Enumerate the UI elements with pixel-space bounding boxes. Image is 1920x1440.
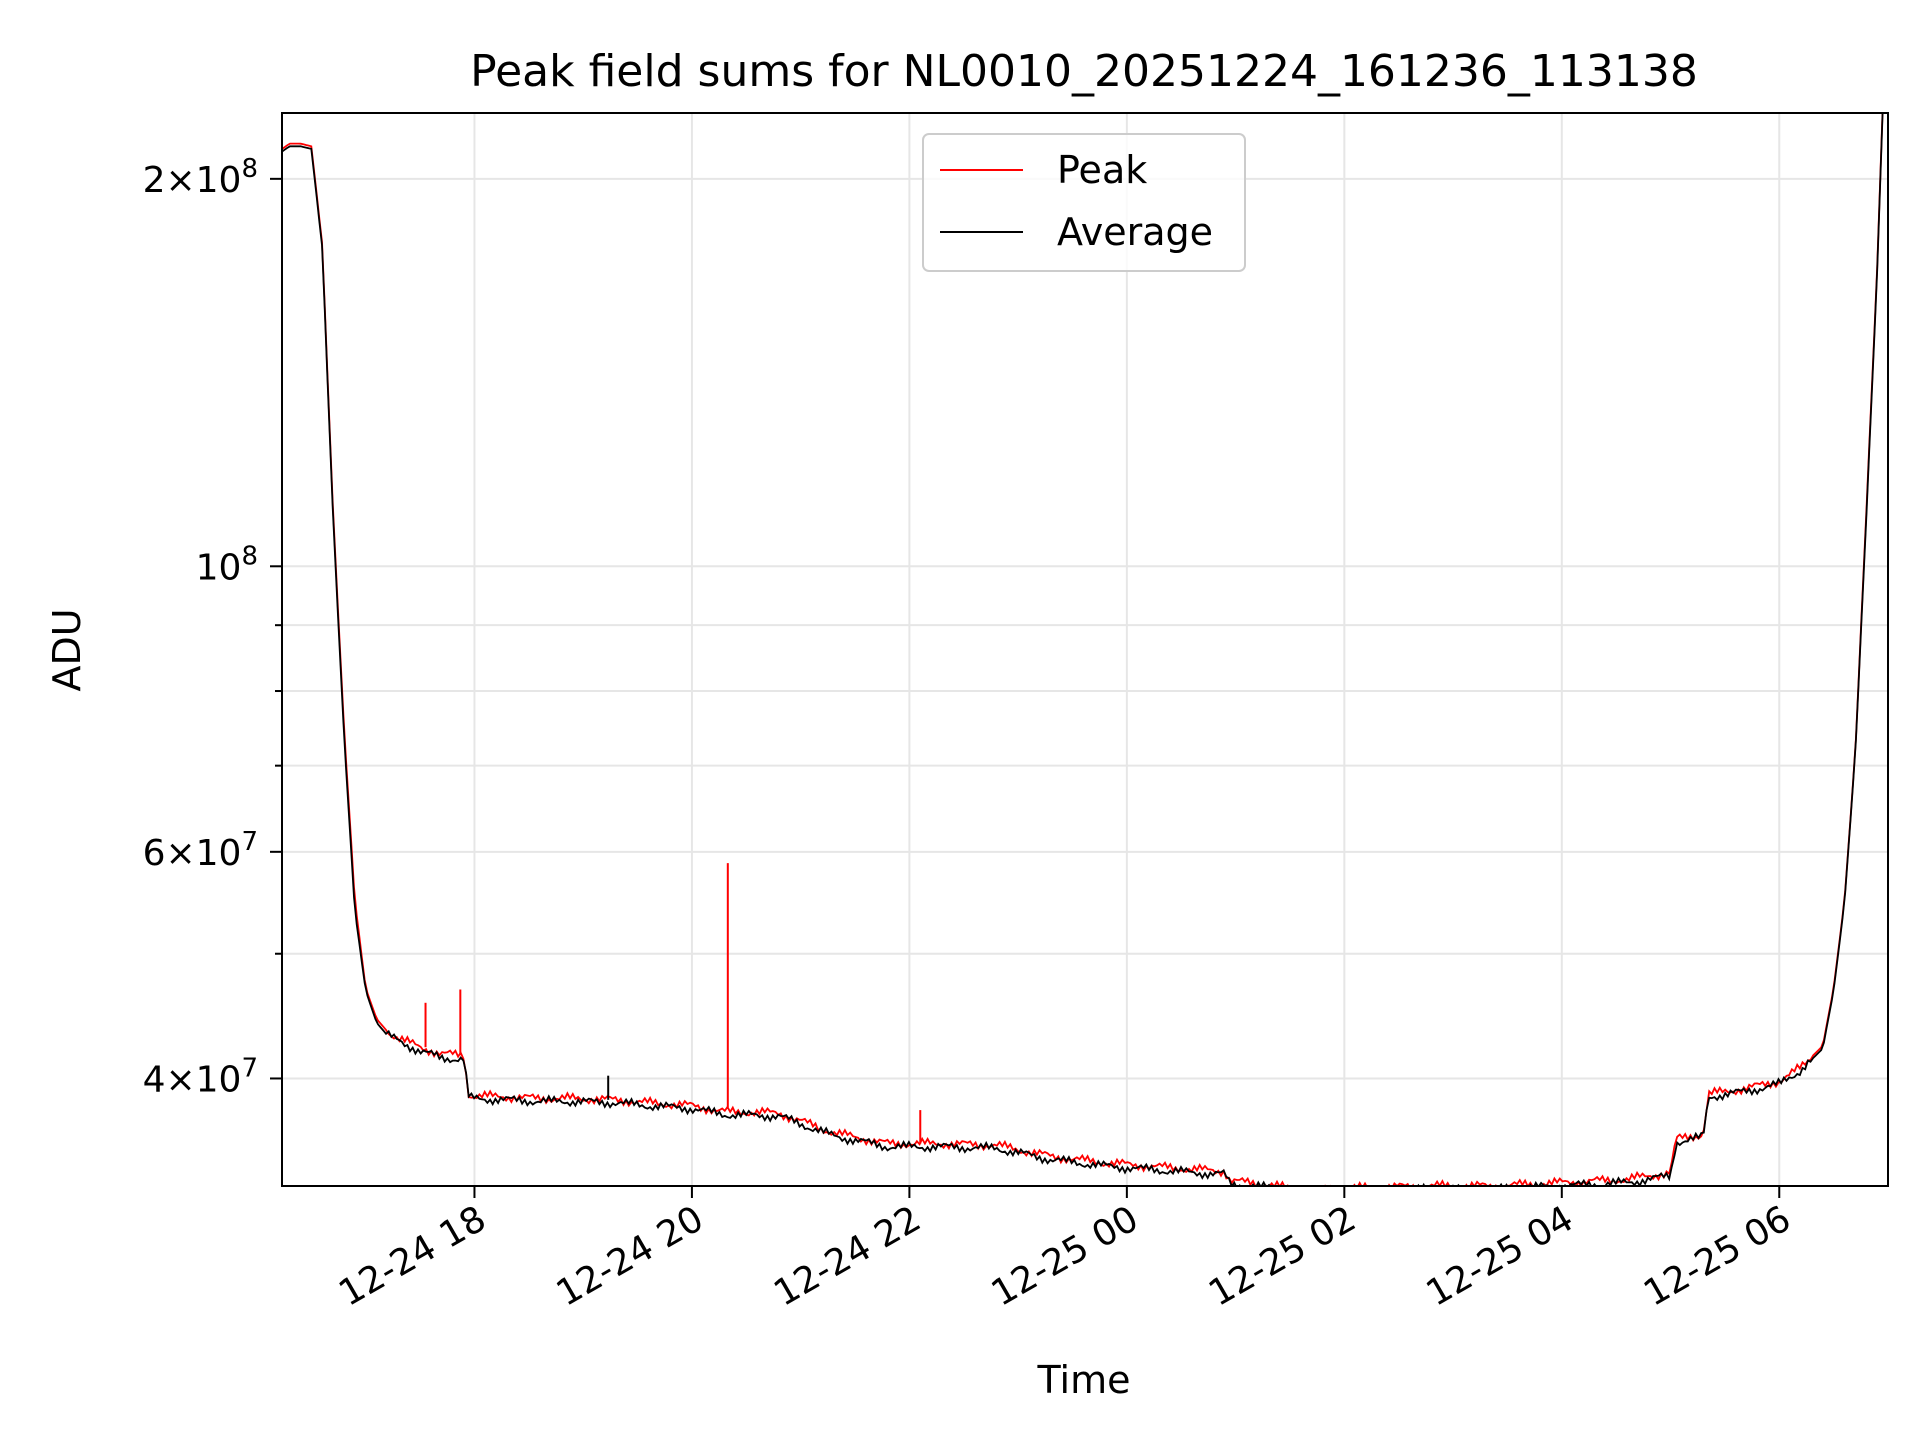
legend: Peak Average — [922, 133, 1246, 272]
y-tick-label: 4×107 — [143, 1053, 258, 1100]
series-layer — [282, 113, 1884, 1186]
y-tick-label: 108 — [196, 541, 258, 588]
legend-box — [922, 133, 1246, 272]
y-axis-label: ADU — [45, 608, 89, 691]
legend-label-average: Average — [1057, 210, 1213, 254]
chart-title: Peak field sums for NL0010_20251224_1612… — [470, 46, 1698, 97]
plot-frame — [281, 112, 1889, 1187]
y-tick-label: 6×107 — [143, 827, 258, 874]
legend-label-peak: Peak — [1057, 148, 1147, 192]
series-line-average — [282, 113, 1884, 1186]
x-axis-label: Time — [1037, 1358, 1131, 1402]
y-tick-label: 2×108 — [143, 154, 258, 201]
y-axis-ticks: 4×107 6×107 108 2×108 — [143, 154, 282, 1100]
